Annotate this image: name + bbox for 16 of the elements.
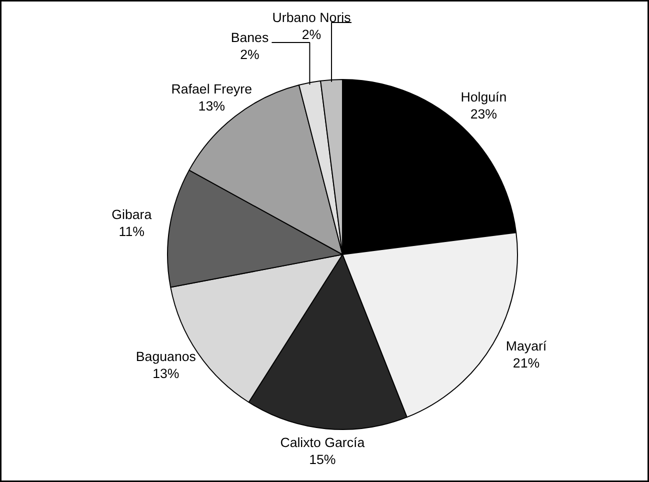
slice-label: Gibara [112,207,152,222]
slice-label: Holguín [460,90,507,105]
slice-label: Banes [230,30,269,45]
slice-label: Rafael Freyre [171,82,252,97]
data-label: 11% [118,224,145,240]
slice-label: Urbano Noris [272,10,352,25]
data-label: 15% [309,452,336,467]
data-label: 2% [302,27,322,42]
data-label: 13% [152,366,180,382]
slice-label: Calixto García [280,434,366,450]
data-label: 2% [240,47,260,62]
slice-label: Baguanos [136,349,196,364]
data-label: 23% [470,106,498,122]
slice-label: Mayarí [506,338,547,354]
data-label: 21% [512,356,540,371]
data-label: 13% [198,98,226,114]
